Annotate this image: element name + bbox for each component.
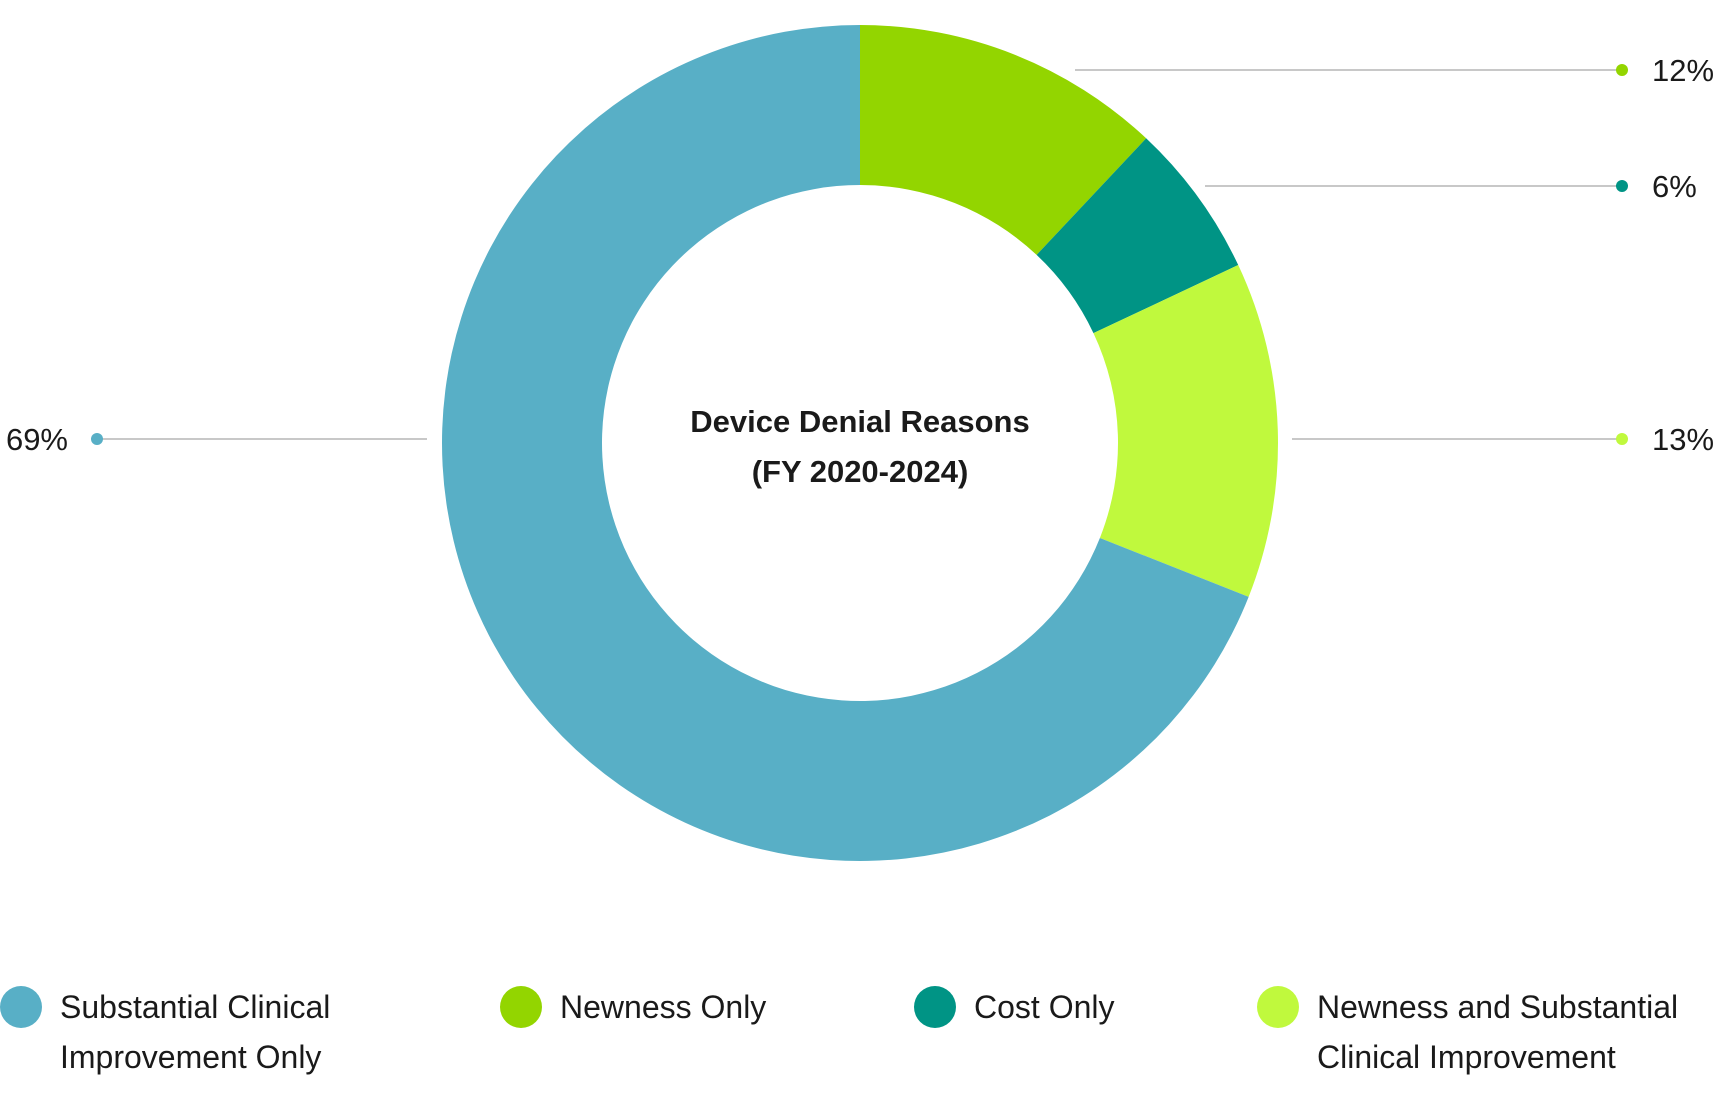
legend-label-line-1: Cost Only xyxy=(974,989,1115,1025)
legend-item-newness-only: Newness Only xyxy=(500,982,766,1032)
legend-label-line-1: Substantial Clinical xyxy=(60,989,331,1025)
legend-swatch xyxy=(0,986,42,1028)
callout-dot-newness-only xyxy=(1616,64,1628,76)
legend-item-newness-and-substantial-clinical-improvement: Newness and Substantial Clinical Improve… xyxy=(1257,982,1678,1082)
legend-label-line-1: Newness and Substantial xyxy=(1317,989,1679,1025)
legend-label: Newness and Substantial Clinical Improve… xyxy=(1317,982,1678,1082)
callout-dot-substantial-clinical-improvement-only xyxy=(91,433,103,445)
slice-substantial-clinical-improvement-only xyxy=(441,25,1249,861)
legend-item-substantial-clinical-improvement-only: Substantial Clinical Improvement Only xyxy=(0,982,330,1082)
legend-label: Cost Only xyxy=(974,982,1114,1032)
donut-chart: 12% 6% 13% 69% Device Denial Reasons (FY 20… xyxy=(6,25,1714,861)
chart-title: Device Denial Reasons xyxy=(690,404,1029,439)
data-label-cost-only: 6% xyxy=(1652,169,1697,204)
legend-label: Substantial Clinical Improvement Only xyxy=(60,982,330,1082)
chart-legend: Substantial Clinical Improvement Only Ne… xyxy=(0,982,1720,1092)
legend-label-line-2: Clinical Improvement xyxy=(1317,1039,1616,1075)
callout-dot-cost-only xyxy=(1616,180,1628,192)
data-label-substantial-clinical-improvement-only: 69% xyxy=(6,422,68,457)
donut-slices xyxy=(441,25,1278,861)
data-label-newness-only: 12% xyxy=(1652,53,1714,88)
legend-label-line-1: Newness Only xyxy=(560,989,767,1025)
data-label-newness-and-substantial-clinical-improvement: 13% xyxy=(1652,422,1714,457)
legend-swatch xyxy=(500,986,542,1028)
legend-swatch xyxy=(914,986,956,1028)
legend-item-cost-only: Cost Only xyxy=(914,982,1114,1032)
chart-subtitle: (FY 2020-2024) xyxy=(752,454,969,489)
slice-newness-and-substantial-clinical-improvement xyxy=(1093,265,1278,597)
callout-dot-newness-and-substantial-clinical-improvement xyxy=(1616,433,1628,445)
slice-cost-only xyxy=(1036,138,1239,334)
legend-swatch xyxy=(1257,986,1299,1028)
slice-newness-only xyxy=(860,25,1147,255)
legend-label-line-2: Improvement Only xyxy=(60,1039,322,1075)
slice-callouts: 12% 6% 13% 69% xyxy=(6,53,1714,457)
legend-label: Newness Only xyxy=(560,982,766,1032)
